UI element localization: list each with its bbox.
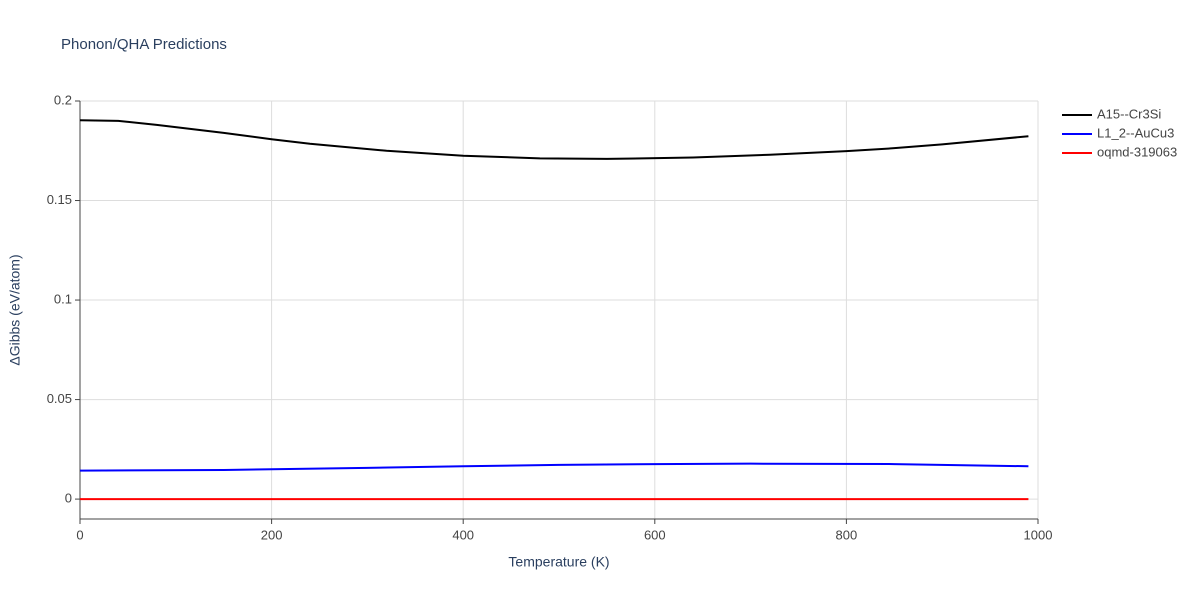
- y-axis-title: ΔGibbs (eV/atom): [7, 254, 23, 365]
- y-tick-label: 0: [65, 491, 72, 506]
- y-tick-label: 0.05: [47, 391, 72, 406]
- legend-label: A15--Cr3Si: [1097, 106, 1161, 121]
- legend-label: oqmd-319063: [1097, 144, 1177, 159]
- series-line: [79, 119, 1029, 160]
- y-tick-label: 0.1: [54, 291, 72, 306]
- y-tick-label: 0.15: [47, 192, 72, 207]
- legend-label: L1_2--AuCu3: [1097, 125, 1174, 140]
- x-tick-label: 0: [76, 527, 83, 542]
- x-tick-label: 800: [836, 527, 858, 542]
- x-tick-label: 200: [261, 527, 283, 542]
- x-tick-label: 400: [452, 527, 474, 542]
- y-tick-label: 0.2: [54, 92, 72, 107]
- chart-title: Phonon/QHA Predictions: [61, 36, 227, 53]
- x-axis-title: Temperature (K): [508, 554, 609, 570]
- x-tick-label: 600: [644, 527, 666, 542]
- x-tick-label: 1000: [1024, 527, 1053, 542]
- series-line: [79, 462, 1029, 472]
